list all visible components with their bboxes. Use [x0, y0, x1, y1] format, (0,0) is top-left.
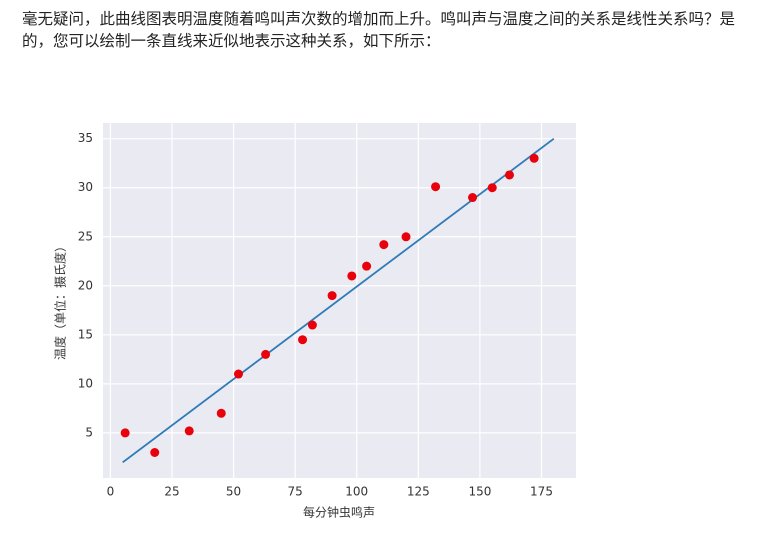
y-tick-label: 25 [78, 229, 93, 243]
point [327, 291, 337, 301]
text-line: 的，您可以绘制一条直线来近似地表示这种关系，如下所示： [22, 32, 441, 50]
x-tick-label: 150 [468, 485, 491, 499]
fit-line [122, 137, 555, 464]
point [120, 428, 130, 438]
y-tick-label: 20 [78, 278, 93, 292]
x-tick-label: 175 [530, 485, 553, 499]
x-tick-label: 125 [407, 485, 430, 499]
point [362, 261, 372, 271]
point [487, 183, 497, 193]
x-tick-label: 50 [226, 485, 241, 499]
x-tick-label: 75 [288, 485, 303, 499]
point [379, 240, 389, 250]
x-tick-label: 0 [107, 485, 115, 499]
point [261, 349, 271, 359]
point [184, 426, 194, 436]
paragraph: 毫无疑问，此曲线图表明温度随着鸣叫声次数的增加而上升。鸣叫声与温度之间的关系是线… [22, 8, 735, 52]
point [150, 448, 160, 458]
y-tick-label: 30 [78, 180, 93, 194]
point [401, 232, 411, 242]
x-tick-label: 100 [345, 485, 368, 499]
point [347, 271, 357, 281]
x-axis-label: 每分钟虫鸣声 [303, 505, 375, 520]
point [307, 320, 317, 330]
point [431, 182, 441, 192]
y-axis-label: 温度（单位：摄氏度） [53, 240, 68, 360]
y-tick-label: 15 [78, 327, 93, 341]
y-tick-label: 5 [85, 425, 93, 439]
point [468, 193, 478, 203]
point [504, 170, 514, 180]
text-line: 毫无疑问，此曲线图表明温度随着鸣叫声次数的增加而上升。鸣叫声与温度之间的关系是线… [22, 10, 736, 28]
point [216, 408, 226, 418]
point [233, 369, 243, 379]
point [529, 153, 539, 163]
x-tick-label: 25 [164, 485, 179, 499]
point [298, 335, 308, 345]
y-tick-label: 35 [78, 131, 93, 145]
y-tick-label: 10 [78, 376, 93, 390]
